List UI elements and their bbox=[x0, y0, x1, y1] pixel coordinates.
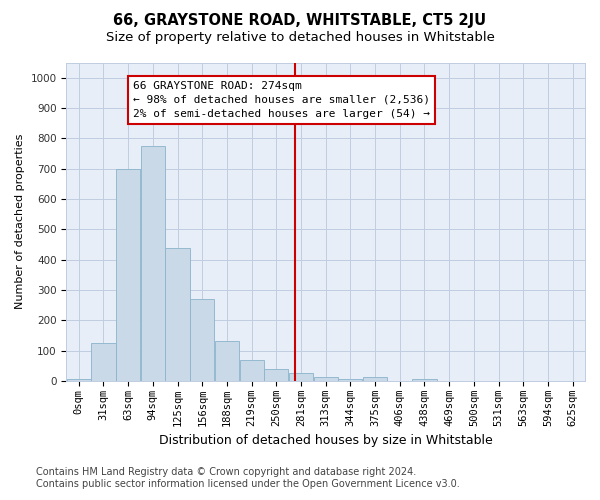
Bar bbox=[314, 377, 338, 381]
Text: 66, GRAYSTONE ROAD, WHITSTABLE, CT5 2JU: 66, GRAYSTONE ROAD, WHITSTABLE, CT5 2JU bbox=[113, 12, 487, 28]
Text: Size of property relative to detached houses in Whitstable: Size of property relative to detached ho… bbox=[106, 31, 494, 44]
Text: 66 GRAYSTONE ROAD: 274sqm
← 98% of detached houses are smaller (2,536)
2% of sem: 66 GRAYSTONE ROAD: 274sqm ← 98% of detac… bbox=[133, 80, 430, 118]
Bar bbox=[412, 378, 437, 381]
Bar bbox=[239, 360, 264, 381]
Bar bbox=[289, 374, 313, 381]
Y-axis label: Number of detached properties: Number of detached properties bbox=[15, 134, 25, 310]
Bar bbox=[67, 379, 91, 381]
Bar bbox=[190, 299, 214, 381]
Bar bbox=[166, 248, 190, 381]
Bar bbox=[141, 146, 165, 381]
Bar bbox=[363, 377, 387, 381]
Bar bbox=[91, 343, 116, 381]
Bar bbox=[215, 341, 239, 381]
Bar bbox=[338, 378, 362, 381]
X-axis label: Distribution of detached houses by size in Whitstable: Distribution of detached houses by size … bbox=[159, 434, 493, 448]
Text: Contains HM Land Registry data © Crown copyright and database right 2024.
Contai: Contains HM Land Registry data © Crown c… bbox=[36, 468, 460, 489]
Bar bbox=[264, 369, 289, 381]
Bar bbox=[116, 168, 140, 381]
